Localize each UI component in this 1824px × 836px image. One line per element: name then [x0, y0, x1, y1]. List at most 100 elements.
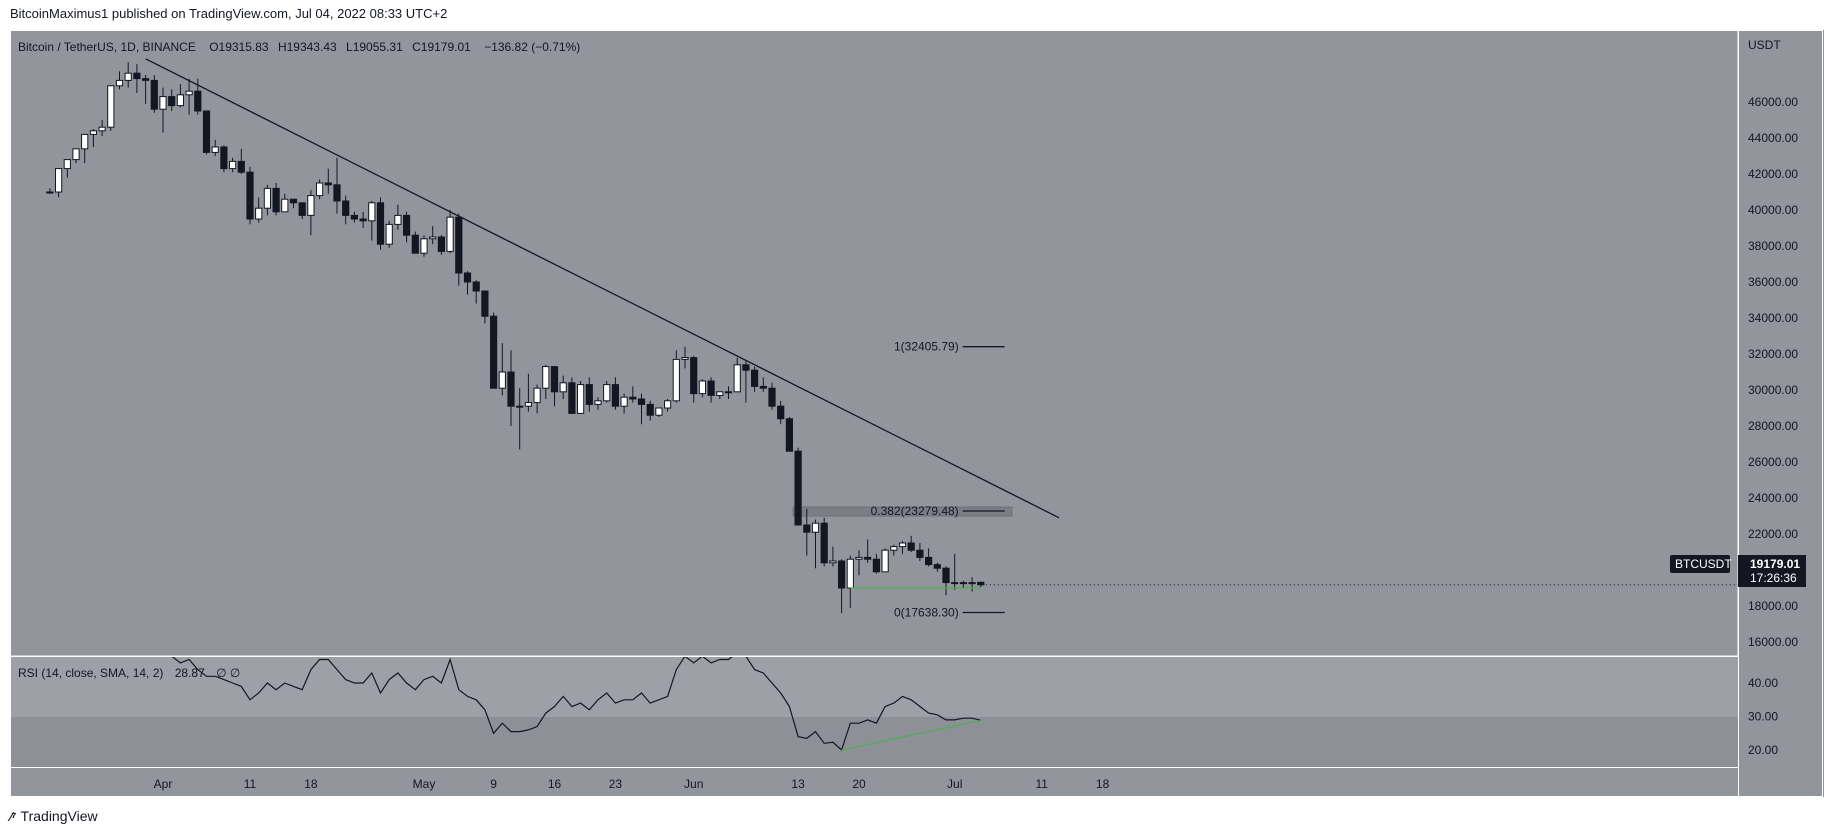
last-price-tag: BTCUSDT 19179.01 17:26:36 — [1670, 555, 1806, 587]
candle-body — [220, 146, 228, 170]
candle-body — [820, 522, 828, 564]
candle — [751, 366, 759, 392]
candle-body — [933, 564, 941, 569]
legend-high-label: H — [278, 40, 287, 54]
candle-body — [603, 384, 611, 402]
rsi-legend-label: RSI (14, close, SMA, 14, 2) — [18, 666, 163, 680]
rsi-legend-extra: ∅ ∅ — [216, 666, 240, 680]
candle-body — [289, 198, 298, 204]
candle-body — [898, 542, 907, 548]
candle — [498, 343, 506, 396]
candle-body — [968, 582, 976, 585]
candle-body — [394, 214, 402, 225]
candle-body — [272, 187, 280, 213]
tradingview-logo-icon: ⁄⁷ — [10, 808, 16, 824]
candle-body — [46, 191, 54, 194]
legend-close-value: 19179.01 — [421, 40, 471, 54]
candle — [959, 580, 967, 588]
frame-border — [10, 30, 1823, 797]
candle — [620, 393, 628, 414]
candle-body — [429, 236, 437, 240]
time-tick-label: 18 — [304, 777, 318, 791]
price-tick-label: 38000.00 — [1748, 239, 1798, 253]
candle-body — [916, 549, 924, 558]
candle-body — [124, 72, 132, 81]
candle-body — [672, 358, 680, 402]
candle — [107, 85, 115, 131]
price-tick-label: 30000.00 — [1748, 383, 1798, 397]
candle-body — [185, 90, 193, 96]
time-tick-label: 11 — [1035, 777, 1048, 791]
candle — [289, 198, 298, 209]
rsi-legend-value: 28.87 — [175, 666, 205, 680]
candle-body — [63, 159, 71, 170]
candle — [481, 290, 489, 324]
candle-body — [98, 126, 106, 132]
candle-body — [368, 202, 376, 222]
candle-body — [350, 214, 358, 220]
candle-body — [455, 216, 463, 274]
candle — [394, 204, 402, 230]
candle-body — [890, 546, 898, 551]
chart-svg[interactable]: USDT 16000.0018000.0020000.0022000.00240… — [0, 0, 1824, 800]
candle-body — [333, 184, 341, 202]
candle-body — [559, 382, 567, 393]
candle-body — [281, 198, 289, 213]
candle — [516, 388, 524, 450]
time-axis-bg — [10, 767, 1738, 797]
candle — [603, 381, 611, 403]
candle-body — [646, 403, 654, 416]
candle-body — [655, 407, 663, 416]
candle-body — [202, 110, 211, 153]
publish-header: BitcoinMaximus1 published on TradingView… — [10, 6, 448, 21]
candle-body — [585, 384, 593, 405]
candle — [168, 89, 176, 111]
candle — [298, 202, 306, 219]
candle-body — [446, 216, 454, 252]
candle-body — [707, 380, 715, 396]
candle — [376, 197, 385, 250]
candle — [968, 577, 976, 592]
candle — [133, 64, 141, 93]
candle — [115, 71, 124, 90]
candle-body — [376, 202, 385, 245]
last-symbol-bg — [1670, 555, 1730, 573]
candle — [890, 544, 898, 556]
candle — [716, 391, 724, 399]
candle-body — [542, 366, 550, 389]
candle — [246, 166, 254, 225]
footer-brand[interactable]: ⁄⁷ TradingView — [10, 808, 98, 824]
candle — [255, 197, 263, 223]
rsi-layer — [171, 657, 981, 752]
overlay-layer — [145, 58, 1738, 589]
last-price-value: 19179.01 — [1750, 557, 1800, 571]
candle-body — [385, 223, 393, 245]
legend-high-value: 19343.43 — [287, 40, 337, 54]
fib-level-label: 1(32405.79) — [894, 340, 959, 354]
candle — [672, 350, 680, 403]
candle — [629, 386, 637, 403]
price-tick-label: 24000.00 — [1748, 491, 1798, 505]
candle — [577, 381, 585, 414]
candle-body — [594, 400, 602, 405]
candle — [211, 139, 219, 156]
price-tick-label: 34000.00 — [1748, 311, 1798, 325]
candle — [942, 566, 950, 596]
candle-body — [420, 238, 428, 254]
candle — [838, 559, 846, 614]
candle-body — [298, 202, 306, 216]
time-tick-label: May — [413, 777, 436, 791]
time-tick-label: 11 — [244, 777, 257, 791]
price-axis-currency: USDT — [1748, 38, 1781, 52]
rsi-axis-ticks: 20.00 30.00 40.00 — [1748, 676, 1778, 757]
candle-body — [664, 400, 672, 409]
legend-symbol: Bitcoin / TetherUS, 1D, BINANCE — [18, 40, 196, 54]
legend-low-value: 19055.31 — [353, 40, 403, 54]
candle — [646, 400, 654, 421]
candle-body — [359, 218, 367, 222]
candle-body — [89, 130, 98, 135]
legend-open-label: O — [209, 40, 218, 54]
candle-body — [803, 524, 811, 533]
candle-body — [724, 391, 733, 394]
candle — [55, 168, 63, 198]
